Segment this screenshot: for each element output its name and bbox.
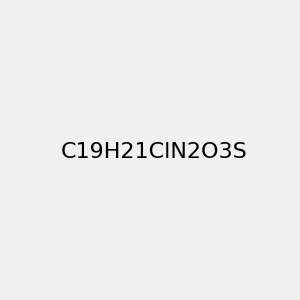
Text: C19H21ClN2O3S: C19H21ClN2O3S	[60, 142, 247, 161]
